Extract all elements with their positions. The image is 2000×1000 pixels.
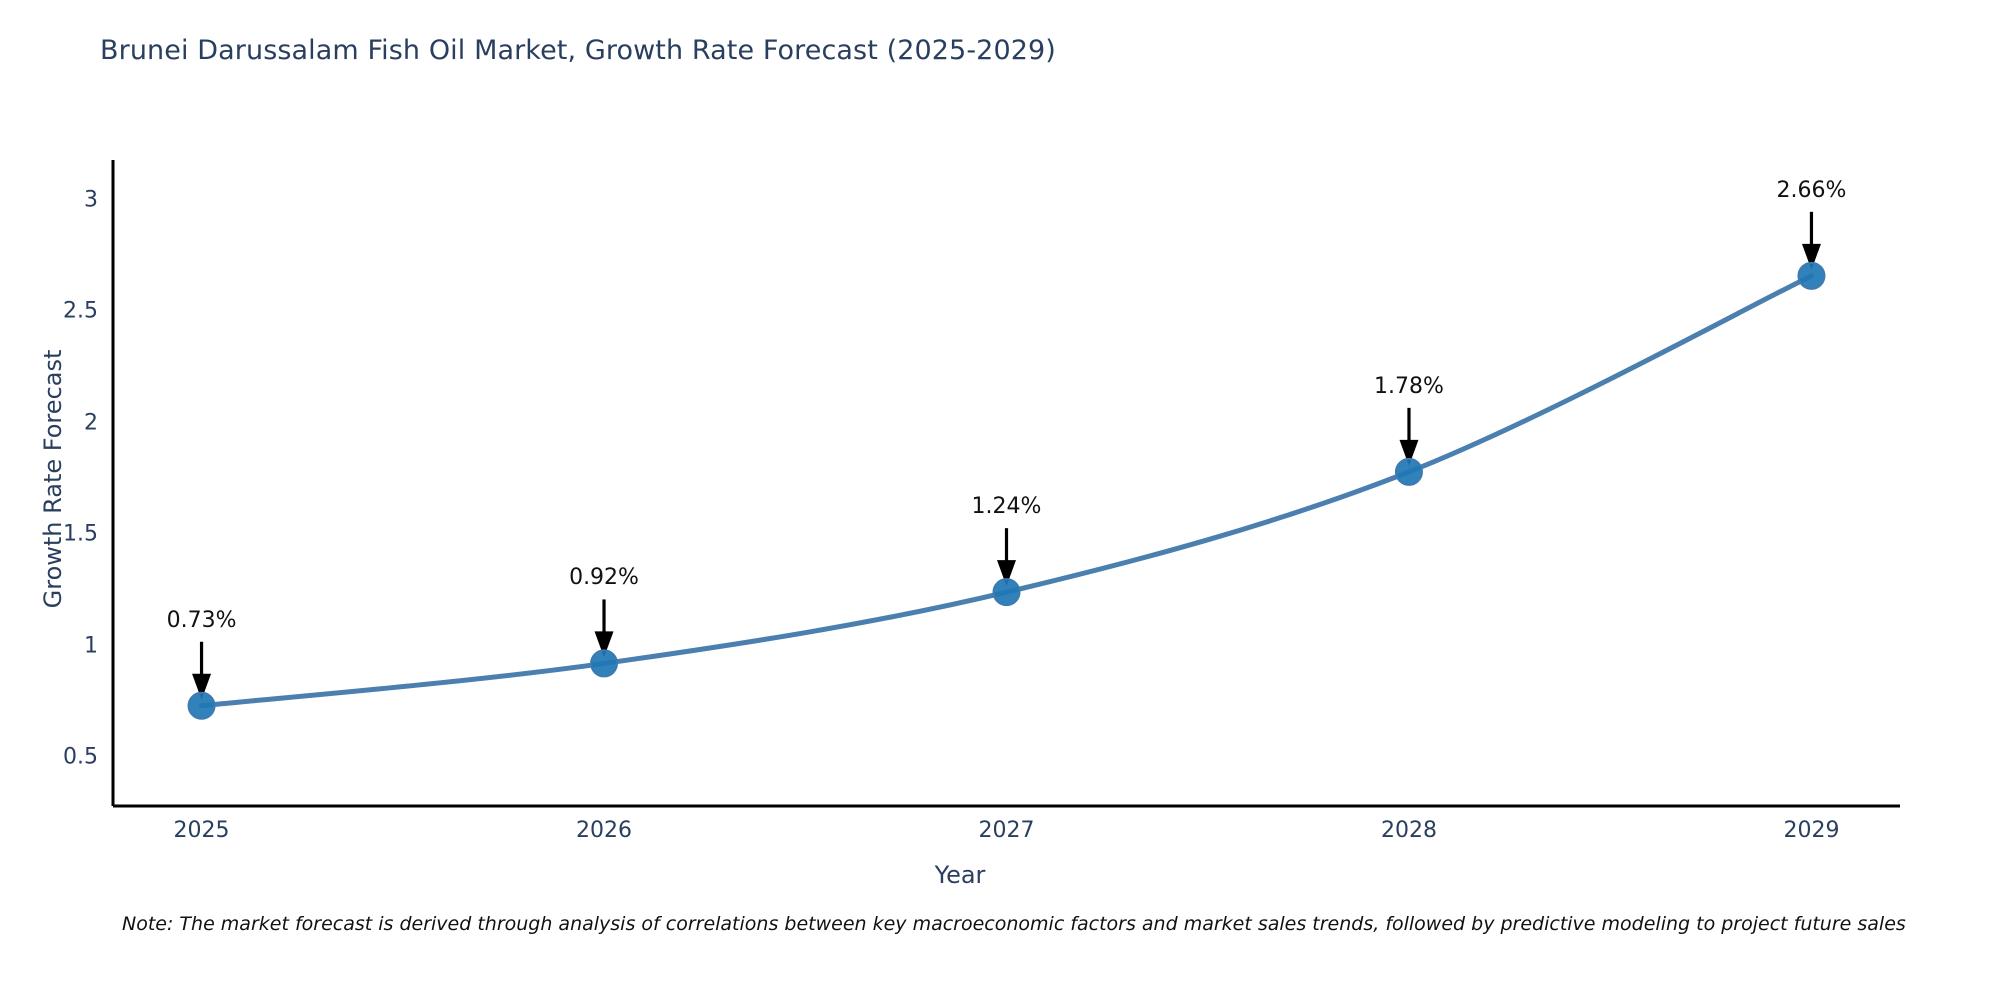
chart-footnote: Note: The market forecast is derived thr… (122, 913, 1906, 935)
data-point-marker[interactable] (1797, 261, 1826, 290)
data-point-marker[interactable] (590, 649, 619, 678)
data-point-marker[interactable] (1394, 457, 1423, 486)
y-tick-label: 2 (84, 410, 98, 436)
y-tick-label: 0.5 (63, 744, 98, 770)
annotation-arrow-head (997, 560, 1016, 587)
data-point-label: 0.73% (166, 607, 237, 633)
annotation-arrow-head (1801, 243, 1821, 270)
y-tick-label: 1.5 (63, 521, 98, 547)
data-point-label: 0.92% (569, 565, 639, 591)
y-tick-label: 3 (84, 187, 98, 213)
chart-title: Brunei Darussalam Fish Oil Market, Growt… (100, 35, 1056, 66)
annotation-arrow-head (1399, 439, 1419, 466)
annotation-arrows (192, 211, 1821, 700)
y-tick-label: 2.5 (63, 298, 98, 324)
annotation-arrow-head (192, 673, 212, 700)
y-tick-label: 1 (84, 633, 98, 659)
data-point-markers (187, 261, 1826, 720)
x-tick-label: 2029 (1783, 818, 1840, 843)
data-point-label: 1.78% (1374, 373, 1444, 399)
data-point-marker[interactable] (187, 691, 216, 720)
x-axis-title: Year (934, 861, 986, 889)
x-tick-label: 2026 (576, 818, 633, 843)
data-point-marker[interactable] (992, 578, 1021, 607)
series-line (199, 273, 1814, 709)
data-point-label: 2.66% (1776, 177, 1847, 203)
y-axis-title: Growth Rate Forecast (39, 349, 67, 609)
x-tick-label: 2027 (978, 818, 1035, 843)
x-tick-label: 2028 (1380, 818, 1437, 843)
annotation-arrow-head (594, 631, 614, 658)
data-point-label: 1.24% (971, 494, 1042, 520)
x-tick-label: 2025 (173, 818, 230, 843)
